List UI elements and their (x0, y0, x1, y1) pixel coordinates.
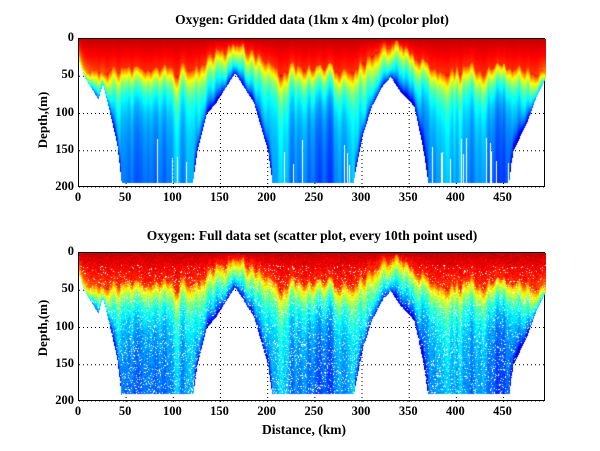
y-tick-label: 0 (67, 30, 74, 44)
oxygen-pcolor-field (79, 39, 546, 188)
x-tick-label: 100 (162, 190, 182, 204)
y-tick-label: 100 (55, 104, 74, 119)
y-tick-label: 150 (55, 141, 74, 156)
x-tick-label: 250 (304, 190, 324, 204)
y-tick-label: 50 (61, 67, 75, 82)
x-tick-label: 150 (210, 404, 229, 418)
x-tick-label: 300 (351, 190, 371, 204)
oxygen-scatter-points (79, 253, 546, 402)
x-tick-label: 50 (118, 190, 132, 204)
x-tick-label: 300 (351, 404, 371, 418)
y-tick-label: 50 (61, 281, 75, 296)
bottom-chart-title: Oxygen: Full data set (scatter plot, eve… (146, 228, 478, 243)
x-tick-label: 50 (118, 404, 132, 418)
x-tick-label: 400 (445, 190, 465, 204)
y-tick-label: 200 (55, 179, 74, 193)
x-tick-label: 400 (445, 404, 465, 418)
x-tick-label: 0 (74, 404, 82, 418)
x-tick-label: 200 (257, 404, 277, 418)
x-tick-label: 0 (74, 190, 82, 204)
x-tick-label: 350 (398, 404, 418, 418)
top-chart-title: Oxygen: Gridded data (1km x 4m) (pcolor … (175, 12, 449, 27)
y-tick-label: 100 (55, 318, 74, 333)
x-tick-label: 350 (398, 190, 418, 204)
x-tick-label: 450 (493, 404, 512, 418)
y-tick-label: 150 (55, 355, 74, 370)
x-axis-label: Distance, (km) (262, 422, 346, 437)
x-tick-label: 150 (210, 190, 229, 204)
x-tick-label: 100 (162, 404, 182, 418)
x-tick-label: 200 (257, 190, 277, 204)
y-tick-label: 0 (67, 244, 74, 258)
x-tick-label: 450 (493, 190, 512, 204)
x-tick-label: 250 (304, 404, 324, 418)
bottom-axes (78, 252, 546, 402)
y-tick-label: 200 (55, 393, 74, 407)
top-axes (78, 38, 546, 188)
